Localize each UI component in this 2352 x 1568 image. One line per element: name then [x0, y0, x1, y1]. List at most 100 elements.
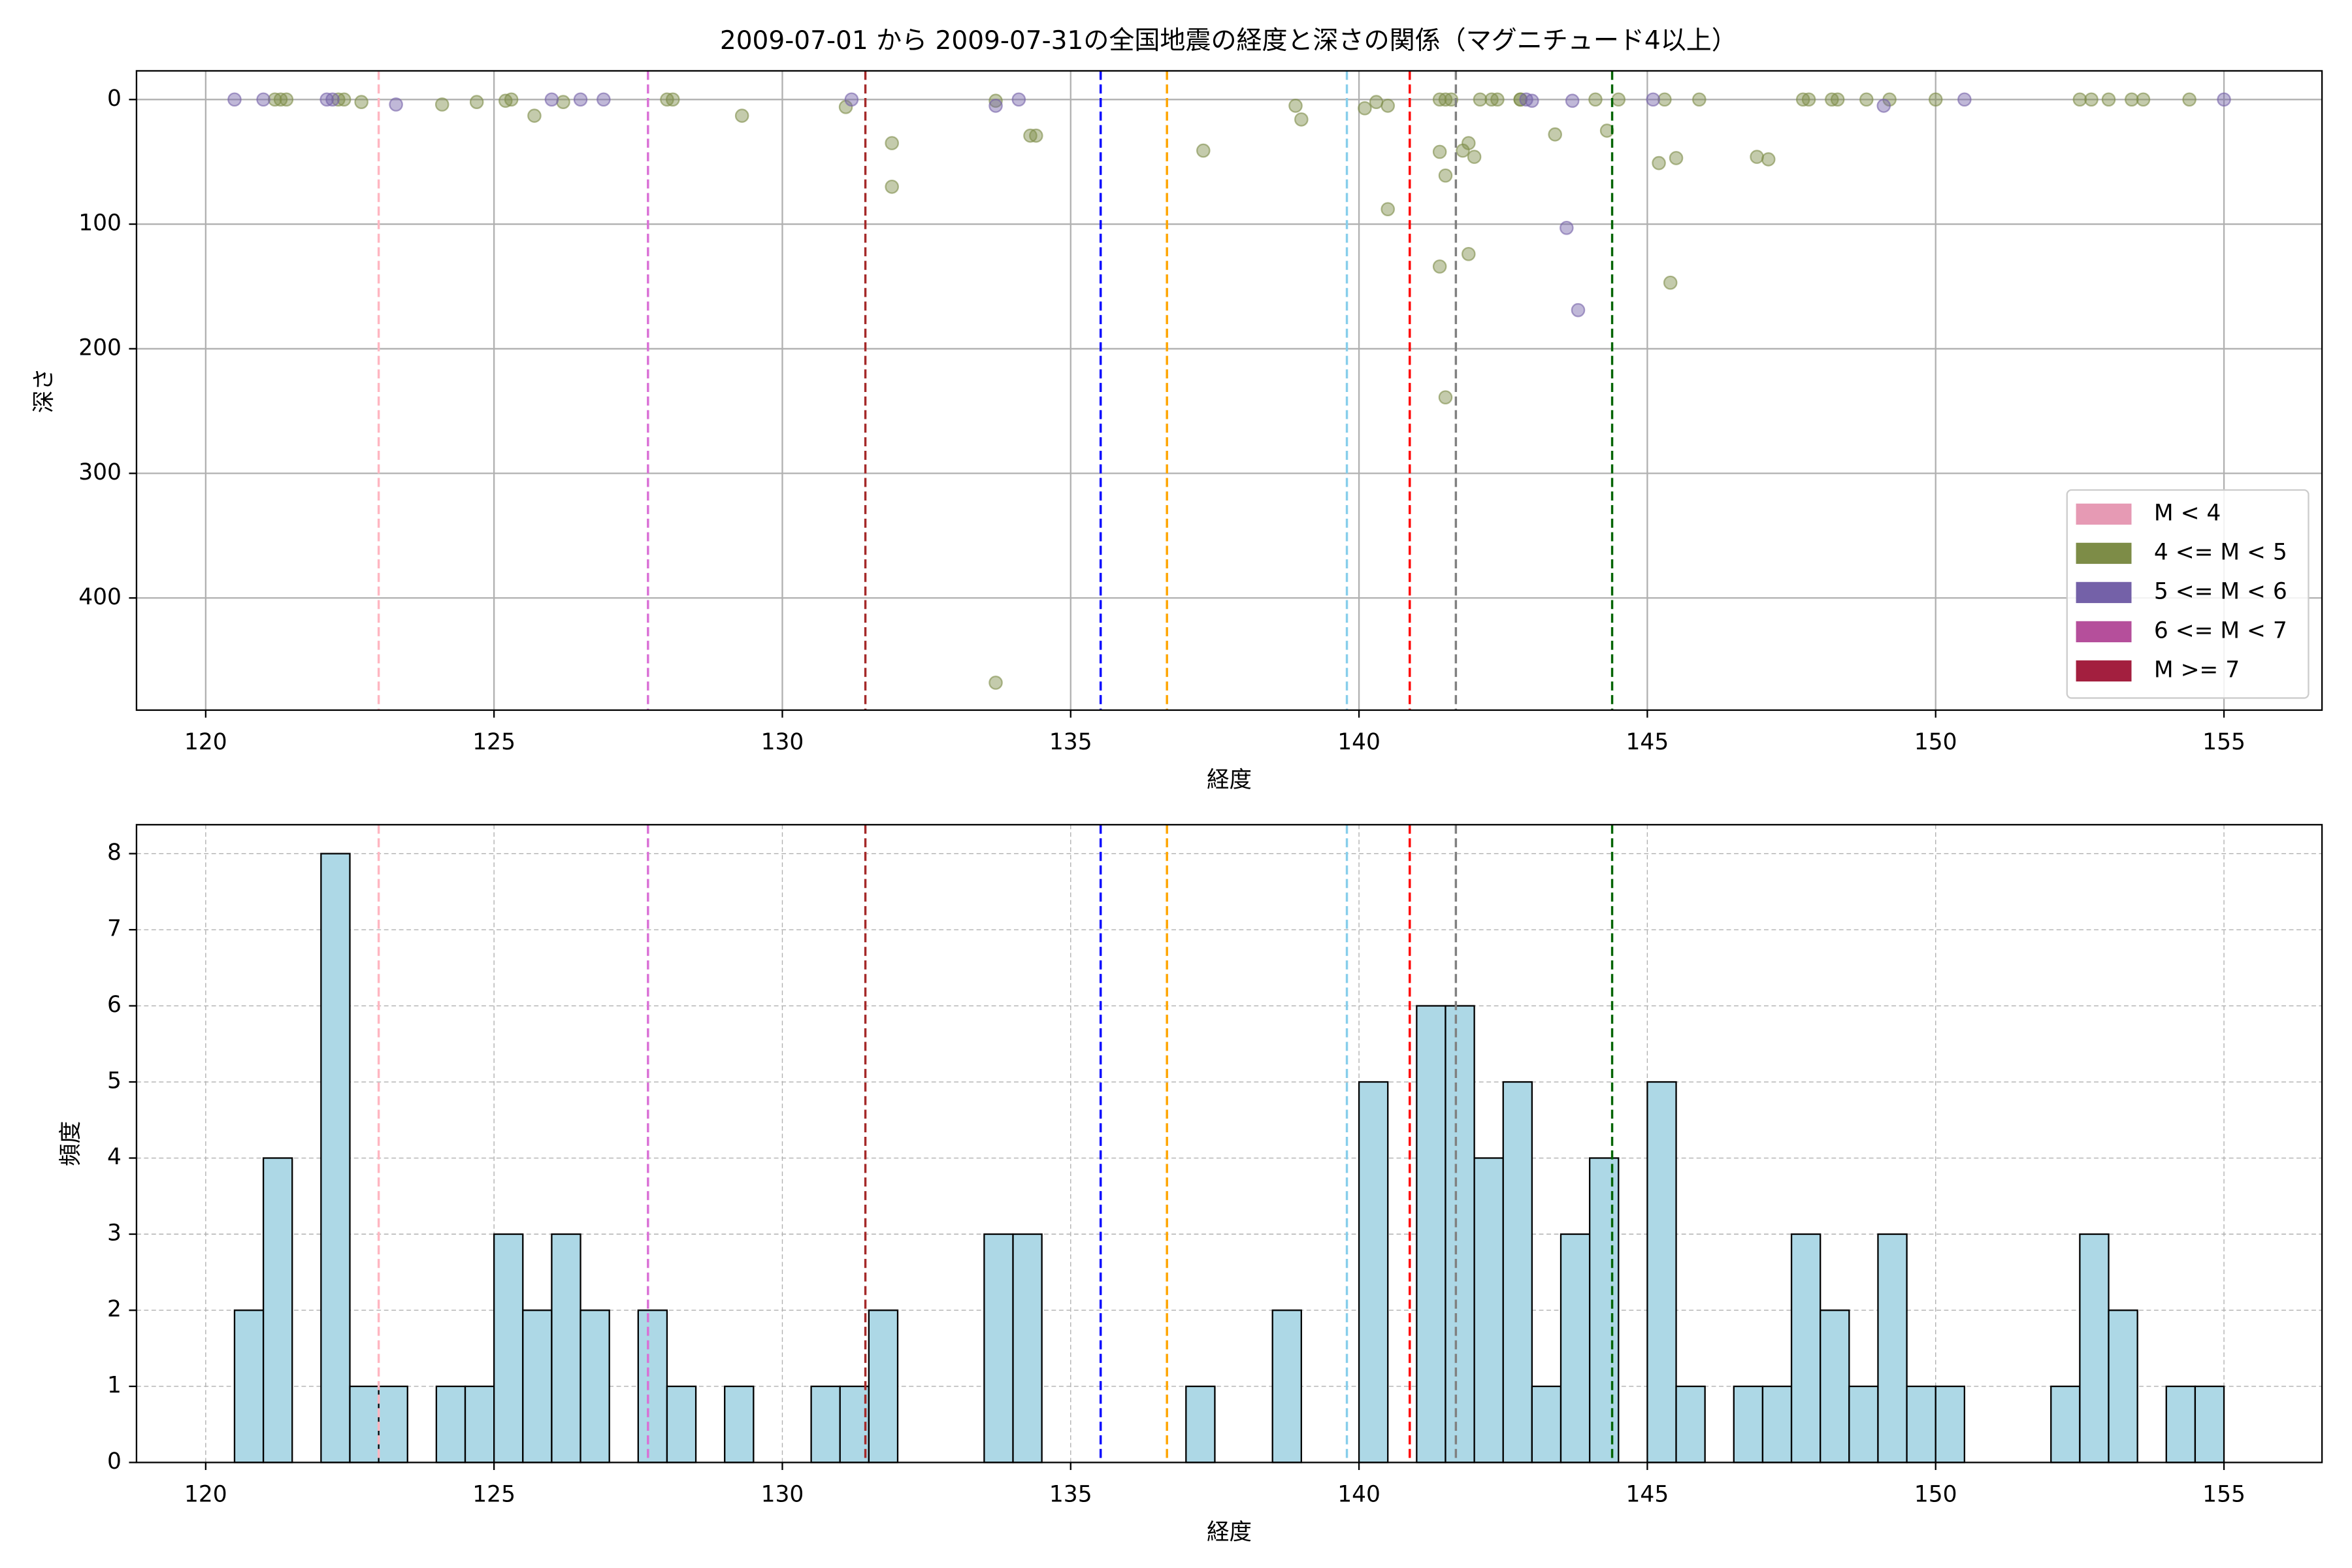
- point: [1490, 92, 1505, 107]
- point: [1380, 202, 1396, 217]
- bar: [233, 1309, 265, 1463]
- point: [1462, 246, 1476, 261]
- bar: [1733, 1385, 1764, 1463]
- point: [1438, 390, 1453, 405]
- point: [1369, 95, 1384, 109]
- bar: [2194, 1385, 2225, 1463]
- legend-swatch: [2076, 542, 2132, 564]
- axes-frame: [135, 824, 2323, 1463]
- y-tick-label: 100: [78, 210, 122, 237]
- bar: [637, 1309, 668, 1463]
- point: [1669, 151, 1684, 165]
- legend-swatch: [2076, 660, 2132, 682]
- point: [389, 97, 403, 112]
- y-tick-label: 0: [107, 86, 122, 112]
- point: [2125, 92, 2139, 107]
- y-tick-label: 400: [78, 584, 122, 610]
- bar: [1877, 1233, 1908, 1463]
- bar: [1790, 1233, 1821, 1463]
- bar: [493, 1233, 524, 1463]
- y-tick-label: 4: [107, 1144, 122, 1170]
- bar: [1531, 1385, 1562, 1463]
- bar: [1185, 1385, 1216, 1463]
- point: [1438, 168, 1453, 183]
- y-tick-label: 7: [107, 916, 122, 942]
- y-tick-label: 6: [107, 992, 122, 1018]
- legend-label: 4 <= M < 5: [2154, 539, 2287, 565]
- point: [1444, 92, 1459, 107]
- x-tick-label: 155: [2202, 1482, 2246, 1508]
- bar: [435, 1385, 466, 1463]
- point: [1859, 92, 1874, 107]
- point: [2217, 92, 2231, 107]
- point: [2084, 92, 2099, 107]
- point: [885, 179, 899, 194]
- y-tick-label: 2: [107, 1296, 122, 1322]
- point: [2182, 92, 2197, 107]
- x-axis-label: 経度: [1207, 767, 1252, 793]
- point: [1750, 150, 1764, 164]
- point: [665, 92, 680, 107]
- bar: [262, 1157, 293, 1463]
- y-tick-label: 200: [78, 335, 122, 361]
- bar: [1935, 1385, 1966, 1463]
- x-tick-label: 150: [1914, 1482, 1957, 1508]
- bar: [1416, 1005, 1446, 1463]
- y-tick-label: 3: [107, 1220, 122, 1246]
- bar: [1271, 1309, 1302, 1463]
- y-tick-label: 1: [107, 1372, 122, 1398]
- point: [1761, 152, 1776, 167]
- bar: [378, 1385, 408, 1463]
- bar: [1473, 1157, 1504, 1463]
- point: [1294, 112, 1309, 127]
- point: [844, 92, 859, 107]
- x-tick-label: 150: [1914, 729, 1957, 755]
- x-tick-label: 125: [472, 729, 515, 755]
- bar: [1848, 1385, 1879, 1463]
- legend-label: M >= 7: [2154, 657, 2240, 683]
- point: [1473, 92, 1488, 107]
- point: [1011, 92, 1026, 107]
- point: [354, 95, 368, 109]
- x-tick-label: 125: [472, 1482, 515, 1508]
- point: [1692, 92, 1707, 107]
- point: [988, 676, 1003, 690]
- point: [988, 99, 1003, 113]
- bar: [1445, 1005, 1475, 1463]
- point: [1029, 128, 1043, 143]
- legend-swatch: [2076, 621, 2132, 643]
- bar: [724, 1385, 755, 1463]
- y-tick-label: 0: [107, 1448, 122, 1475]
- y-tick-label: 5: [107, 1068, 122, 1094]
- bar: [522, 1309, 553, 1463]
- point: [1652, 155, 1666, 171]
- x-tick-label: 130: [761, 729, 804, 755]
- point: [885, 136, 899, 150]
- legend-label: M < 4: [2154, 500, 2221, 526]
- legend-swatch: [2076, 503, 2132, 525]
- point: [1646, 92, 1661, 107]
- bar: [580, 1309, 610, 1463]
- chart-title: 2009-07-01 から 2009-07-31の全国地震の経度と深さの関係（マ…: [720, 26, 1737, 56]
- point: [1658, 92, 1672, 107]
- point: [1196, 143, 1211, 158]
- bar: [2079, 1233, 2110, 1463]
- point: [469, 95, 484, 109]
- point: [336, 92, 351, 107]
- x-tick-label: 120: [184, 729, 227, 755]
- bar: [1820, 1309, 1850, 1463]
- bar: [349, 1385, 380, 1463]
- point: [434, 97, 449, 112]
- point: [1432, 259, 1447, 274]
- bar: [1906, 1385, 1936, 1463]
- x-tick-label: 155: [2202, 729, 2246, 755]
- bar: [1588, 1157, 1620, 1463]
- legend-label: 5 <= M < 6: [2154, 578, 2287, 604]
- point: [1525, 93, 1539, 108]
- bar: [551, 1233, 581, 1463]
- point: [527, 108, 542, 123]
- x-tick-label: 135: [1049, 729, 1092, 755]
- point: [325, 92, 340, 107]
- legend-box: [2066, 489, 2310, 699]
